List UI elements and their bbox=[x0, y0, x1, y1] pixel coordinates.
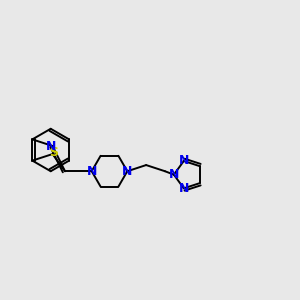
Text: N: N bbox=[86, 165, 97, 178]
Text: N: N bbox=[122, 165, 133, 178]
Text: S: S bbox=[49, 146, 58, 159]
Text: N: N bbox=[178, 154, 189, 167]
Text: N: N bbox=[46, 140, 56, 154]
Text: N: N bbox=[169, 168, 179, 181]
Text: N: N bbox=[178, 182, 189, 195]
